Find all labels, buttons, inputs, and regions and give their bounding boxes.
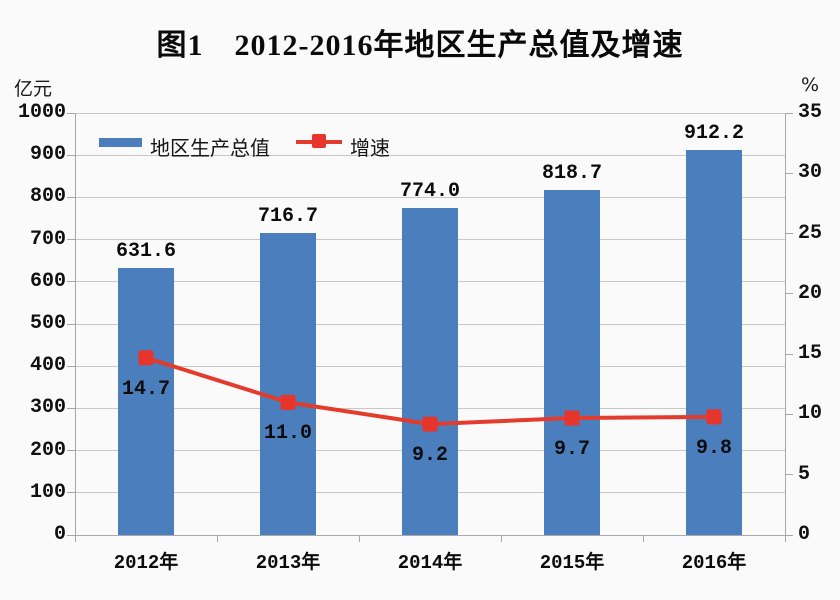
growth-value-label: 14.7 bbox=[121, 377, 170, 401]
right-axis-unit-label: % bbox=[801, 74, 820, 96]
growth-marker-icon bbox=[422, 416, 438, 432]
bar-value-label: 631.6 bbox=[115, 240, 176, 264]
bar-2015年 bbox=[544, 189, 600, 535]
right-axis-tick-label: 20 bbox=[798, 281, 823, 305]
bar-2012年 bbox=[118, 268, 174, 535]
left-axis-tick-label: 900 bbox=[29, 143, 66, 167]
growth-marker-icon bbox=[280, 394, 296, 410]
x-axis-label: 2015年 bbox=[539, 552, 605, 574]
x-axis-label: 2013年 bbox=[255, 552, 321, 574]
growth-marker-icon bbox=[706, 409, 722, 425]
left-axis-tick bbox=[67, 407, 75, 409]
right-axis-tick bbox=[785, 353, 793, 355]
bar-value-label: 774.0 bbox=[399, 180, 460, 204]
bar-value-label: 716.7 bbox=[257, 204, 318, 228]
left-axis-tick bbox=[67, 534, 75, 536]
left-axis-tick-label: 1000 bbox=[17, 101, 66, 124]
x-axis-label: 2014年 bbox=[397, 552, 463, 574]
left-axis-tick bbox=[67, 112, 75, 114]
right-axis-tick bbox=[785, 293, 793, 295]
right-axis-tick-label: 35 bbox=[798, 101, 823, 124]
right-axis-tick-label: 10 bbox=[798, 402, 823, 426]
growth-line-layer bbox=[138, 350, 722, 432]
left-axis-unit-label: 亿元 bbox=[14, 78, 53, 100]
right-axis-tick-label: 15 bbox=[798, 342, 823, 366]
left-axis-tick bbox=[67, 323, 75, 325]
left-axis-tick-label: 100 bbox=[29, 480, 66, 504]
left-axis-tick-label: 200 bbox=[29, 438, 66, 462]
legend-bar-label: 地区生产总值 bbox=[150, 136, 270, 160]
left-axis-tick bbox=[67, 450, 75, 452]
left-axis-tick bbox=[67, 239, 75, 241]
chart-title: 图1 2012-2016年地区生产总值及增速 bbox=[156, 29, 684, 62]
legend-line-marker-icon bbox=[312, 134, 326, 148]
left-axis-line bbox=[74, 113, 76, 542]
left-axis-tick-label: 400 bbox=[29, 354, 66, 378]
right-axis-tick-label: 0 bbox=[798, 523, 811, 546]
legend: 地区生产总值 增速 bbox=[90, 130, 420, 160]
left-axis-tick bbox=[67, 365, 75, 367]
gridline bbox=[75, 196, 785, 198]
right-axis-tick-label: 30 bbox=[798, 161, 823, 185]
right-axis-tick bbox=[785, 413, 793, 415]
growth-value-label: 9.8 bbox=[695, 436, 732, 460]
bar-2014年 bbox=[402, 208, 458, 535]
right-axis-tick-label: 25 bbox=[798, 221, 823, 245]
x-axis-tick bbox=[216, 535, 218, 542]
bar-value-label: 818.7 bbox=[541, 161, 602, 185]
growth-value-label: 9.2 bbox=[411, 444, 448, 468]
right-axis-tick bbox=[785, 233, 793, 235]
gridline bbox=[75, 154, 785, 156]
growth-marker-icon bbox=[138, 350, 154, 366]
bar-2016年 bbox=[686, 150, 742, 535]
right-axis-line bbox=[784, 113, 786, 542]
x-axis-tick bbox=[642, 535, 644, 542]
left-axis-tick bbox=[67, 492, 75, 494]
left-axis-tick-label: 800 bbox=[29, 185, 66, 209]
growth-value-label: 11.0 bbox=[263, 422, 312, 446]
left-axis-tick bbox=[67, 196, 75, 198]
growth-line bbox=[145, 355, 715, 427]
left-axis-tick bbox=[67, 154, 75, 156]
left-axis-tick bbox=[67, 281, 75, 283]
right-axis-tick bbox=[785, 474, 793, 476]
x-axis-tick bbox=[358, 535, 360, 542]
gridline bbox=[75, 534, 785, 536]
bar-2013年 bbox=[260, 232, 316, 535]
growth-marker-icon bbox=[564, 410, 580, 426]
legend-line-label: 增速 bbox=[350, 136, 390, 160]
x-axis-tick bbox=[500, 535, 502, 542]
right-axis-tick bbox=[785, 172, 793, 174]
right-axis-tick-label: 5 bbox=[798, 462, 811, 486]
x-axis-label: 2012年 bbox=[113, 552, 179, 574]
gridline bbox=[75, 112, 785, 114]
right-axis-tick bbox=[785, 534, 793, 536]
right-axis-tick bbox=[785, 112, 793, 114]
left-axis-tick-label: 0 bbox=[53, 523, 66, 546]
bar-value-label: 912.2 bbox=[683, 122, 744, 146]
x-axis-label: 2016年 bbox=[681, 552, 747, 574]
left-axis-tick-label: 500 bbox=[29, 312, 66, 335]
growth-value-label: 9.7 bbox=[553, 438, 590, 462]
left-axis-tick-label: 600 bbox=[29, 269, 66, 293]
left-axis-tick-label: 300 bbox=[29, 396, 66, 420]
left-axis-tick-label: 700 bbox=[29, 227, 66, 251]
legend-bar-swatch bbox=[99, 138, 142, 147]
